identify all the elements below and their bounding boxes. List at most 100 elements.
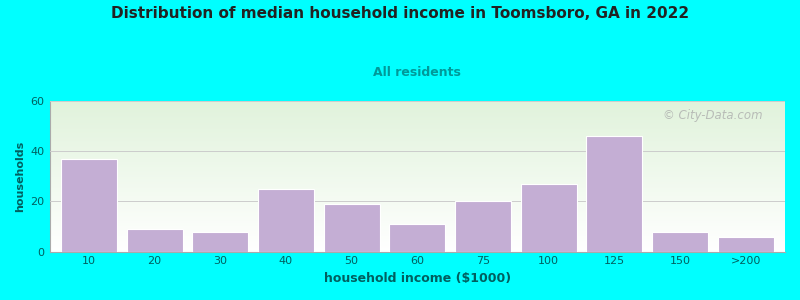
Bar <box>50 200 785 201</box>
Bar <box>50 111 785 112</box>
Bar <box>50 149 785 150</box>
Bar <box>50 141 785 142</box>
Bar <box>50 240 785 241</box>
Bar <box>50 190 785 191</box>
Text: © City-Data.com: © City-Data.com <box>663 109 763 122</box>
Bar <box>50 133 785 134</box>
Bar <box>455 201 511 252</box>
Bar <box>50 191 785 192</box>
Bar <box>50 168 785 169</box>
Bar <box>50 110 785 111</box>
Bar <box>50 101 785 102</box>
Bar <box>50 107 785 108</box>
Bar <box>50 145 785 146</box>
Bar <box>50 131 785 132</box>
Bar <box>50 198 785 199</box>
Bar <box>50 150 785 151</box>
Bar <box>50 148 785 149</box>
Bar <box>50 137 785 138</box>
Bar <box>50 202 785 203</box>
Bar <box>718 236 774 252</box>
Bar <box>50 142 785 143</box>
Bar <box>50 135 785 136</box>
Bar <box>50 193 785 194</box>
Text: Distribution of median household income in Toomsboro, GA in 2022: Distribution of median household income … <box>111 6 689 21</box>
Bar <box>50 234 785 235</box>
Bar <box>50 195 785 196</box>
Bar <box>50 248 785 249</box>
Bar <box>50 165 785 166</box>
Bar <box>50 203 785 204</box>
Bar <box>50 215 785 216</box>
Bar <box>50 206 785 207</box>
Bar <box>50 108 785 109</box>
Bar <box>50 251 785 252</box>
Bar <box>50 249 785 250</box>
Bar <box>50 161 785 162</box>
Bar <box>50 157 785 158</box>
Bar <box>324 204 379 252</box>
Bar <box>586 136 642 252</box>
Bar <box>50 184 785 185</box>
Bar <box>50 156 785 157</box>
Bar <box>50 106 785 107</box>
Bar <box>50 124 785 125</box>
Bar <box>50 243 785 244</box>
Bar <box>50 182 785 183</box>
Bar <box>50 209 785 210</box>
Bar <box>50 104 785 105</box>
Bar <box>50 163 785 164</box>
Bar <box>50 226 785 227</box>
Bar <box>50 178 785 179</box>
Y-axis label: households: households <box>15 141 25 212</box>
Bar <box>50 197 785 198</box>
Bar <box>50 136 785 137</box>
Bar <box>50 201 785 202</box>
Bar <box>50 123 785 124</box>
Bar <box>50 239 785 240</box>
Bar <box>50 132 785 133</box>
Bar <box>50 128 785 129</box>
Bar <box>50 172 785 173</box>
Bar <box>50 177 785 178</box>
Bar <box>50 118 785 119</box>
Bar <box>50 122 785 123</box>
Bar <box>50 181 785 182</box>
Bar <box>50 241 785 242</box>
Bar <box>521 184 577 252</box>
Bar <box>50 238 785 239</box>
Bar <box>50 154 785 155</box>
Bar <box>50 121 785 122</box>
Bar <box>50 204 785 205</box>
Bar <box>50 236 785 237</box>
Bar <box>50 162 785 163</box>
Bar <box>50 246 785 247</box>
Bar <box>50 212 785 213</box>
Bar <box>50 160 785 161</box>
Bar <box>50 183 785 184</box>
Bar <box>50 127 785 128</box>
Title: All residents: All residents <box>374 66 462 79</box>
Bar <box>50 116 785 117</box>
Bar <box>50 109 785 110</box>
Bar <box>50 164 785 165</box>
Bar <box>50 214 785 215</box>
Bar <box>50 217 785 218</box>
Bar <box>50 159 785 160</box>
Bar <box>50 220 785 221</box>
Bar <box>50 158 785 159</box>
Bar <box>258 189 314 252</box>
Bar <box>50 152 785 153</box>
Bar <box>50 179 785 180</box>
Bar <box>50 194 785 195</box>
Bar <box>50 114 785 115</box>
Bar <box>50 112 785 113</box>
Bar <box>50 144 785 145</box>
Bar <box>50 153 785 154</box>
Bar <box>50 134 785 135</box>
Bar <box>50 208 785 209</box>
Bar <box>50 189 785 190</box>
Bar <box>50 237 785 238</box>
Bar <box>50 223 785 224</box>
Bar <box>50 174 785 175</box>
